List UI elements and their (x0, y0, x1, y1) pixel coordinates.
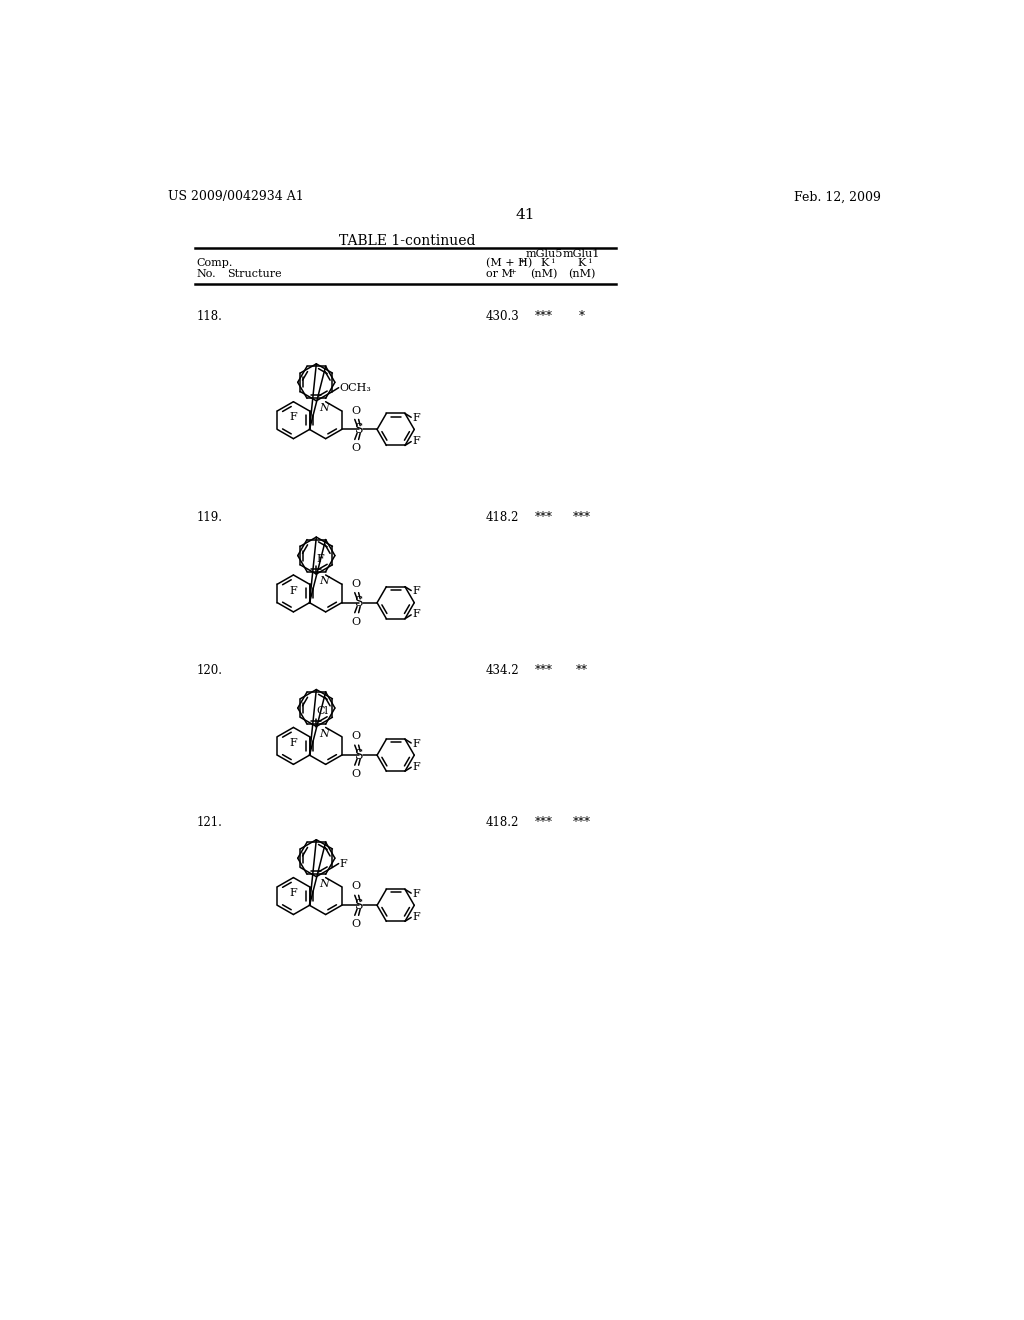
Text: O: O (351, 731, 360, 742)
Text: ***: *** (572, 816, 591, 829)
Text: *: * (579, 310, 585, 323)
Text: No.: No. (197, 269, 216, 279)
Text: (nM): (nM) (530, 269, 558, 279)
Text: K: K (540, 259, 549, 268)
Text: ***: *** (536, 511, 553, 524)
Text: ***: *** (536, 816, 553, 829)
Text: mGlu1: mGlu1 (562, 249, 600, 259)
Text: F: F (412, 413, 420, 422)
Text: O: O (351, 616, 360, 627)
Text: S: S (355, 748, 364, 762)
Text: US 2009/0042934 A1: US 2009/0042934 A1 (168, 190, 304, 203)
Text: i: i (552, 257, 555, 265)
Text: 430.3: 430.3 (486, 310, 520, 323)
Text: 418.2: 418.2 (486, 511, 519, 524)
Text: Comp.: Comp. (197, 259, 232, 268)
Text: F: F (412, 912, 420, 921)
Text: F: F (412, 888, 420, 899)
Text: F: F (290, 412, 297, 422)
Text: N: N (319, 879, 329, 888)
Text: OCH₃: OCH₃ (339, 383, 372, 393)
Text: F: F (412, 609, 420, 619)
Text: O: O (351, 919, 360, 929)
Text: F: F (316, 554, 324, 564)
Text: (M + H): (M + H) (486, 257, 532, 268)
Text: O: O (351, 444, 360, 453)
Text: F: F (290, 888, 297, 899)
Text: S: S (355, 422, 364, 436)
Text: F: F (339, 858, 347, 869)
Text: 41: 41 (515, 209, 535, 222)
Text: F: F (412, 739, 420, 748)
Text: O: O (351, 882, 360, 891)
Text: F: F (412, 762, 420, 771)
Text: F: F (290, 586, 297, 595)
Text: ***: *** (536, 664, 553, 677)
Text: N: N (319, 576, 329, 586)
Text: 119.: 119. (197, 511, 222, 524)
Text: mGlu5: mGlu5 (525, 249, 563, 259)
Text: F: F (290, 738, 297, 748)
Text: TABLE 1-continued: TABLE 1-continued (339, 234, 475, 248)
Text: N: N (319, 729, 329, 739)
Text: 434.2: 434.2 (486, 664, 519, 677)
Text: ***: *** (572, 511, 591, 524)
Text: **: ** (575, 664, 588, 677)
Text: Structure: Structure (227, 269, 282, 279)
Text: or M: or M (486, 269, 513, 279)
Text: S: S (355, 597, 364, 610)
Text: F: F (412, 436, 420, 446)
Text: O: O (351, 405, 360, 416)
Text: Feb. 12, 2009: Feb. 12, 2009 (795, 190, 882, 203)
Text: 418.2: 418.2 (486, 816, 519, 829)
Text: S: S (355, 899, 364, 912)
Text: i: i (589, 257, 592, 265)
Text: (nM): (nM) (567, 269, 595, 279)
Text: 118.: 118. (197, 310, 222, 323)
Text: F: F (412, 586, 420, 597)
Text: K: K (578, 259, 586, 268)
Text: N: N (319, 403, 329, 413)
Text: 120.: 120. (197, 664, 222, 677)
Text: +: + (518, 257, 525, 265)
Text: +: + (509, 268, 516, 276)
Text: O: O (351, 579, 360, 589)
Text: O: O (351, 770, 360, 779)
Text: 121.: 121. (197, 816, 222, 829)
Text: ***: *** (536, 310, 553, 323)
Text: Cl: Cl (316, 706, 329, 717)
